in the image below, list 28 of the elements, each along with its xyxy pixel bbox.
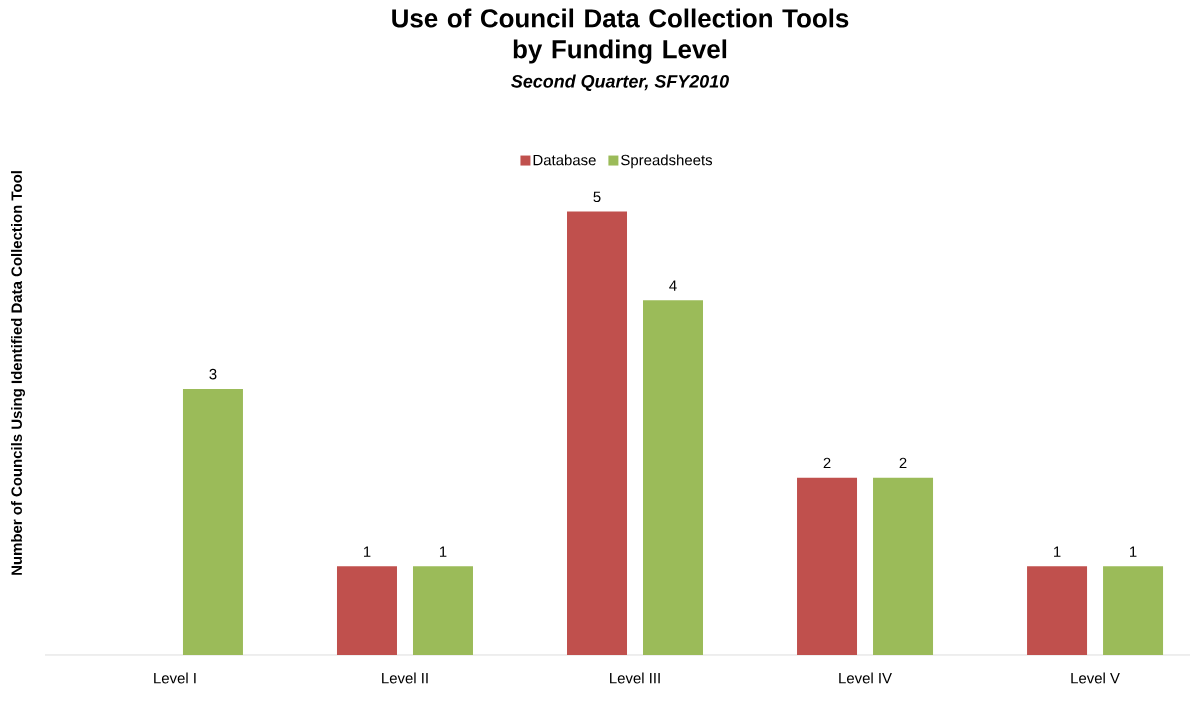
data-label: 2 (899, 457, 907, 469)
data-label: 1 (439, 546, 447, 557)
chart-subtitle: Second Quarter, SFY2010 (511, 74, 729, 91)
bar (1103, 566, 1164, 655)
bar (643, 300, 704, 655)
bar (182, 388, 243, 655)
y-axis-title: Number of Councils Using Identified Data Collection Tool (11, 171, 26, 575)
x-tick-label: Level IV (839, 672, 892, 684)
x-tick-label: Level III (610, 672, 660, 684)
bar (567, 211, 628, 655)
data-label: 2 (823, 457, 831, 469)
data-label: 4 (669, 280, 677, 291)
legend-label: Spreadsheets (621, 154, 713, 169)
x-tick-label: Level I (154, 672, 196, 684)
data-label: 1 (1054, 546, 1061, 557)
bar (336, 566, 397, 655)
data-label: 1 (1130, 546, 1137, 557)
bar (797, 477, 858, 655)
chart-title: Use of Council Data Collection Tools by Funding Level (392, 8, 849, 64)
bar (1027, 566, 1088, 655)
x-tick-label: Level V (1071, 672, 1120, 684)
bar (873, 477, 934, 655)
bar (412, 566, 473, 655)
data-label: 5 (593, 191, 601, 203)
data-label: 1 (363, 546, 371, 557)
legend-label: Database (533, 154, 596, 166)
data-label: 3 (209, 368, 217, 380)
x-tick-label: Level II (382, 672, 428, 684)
